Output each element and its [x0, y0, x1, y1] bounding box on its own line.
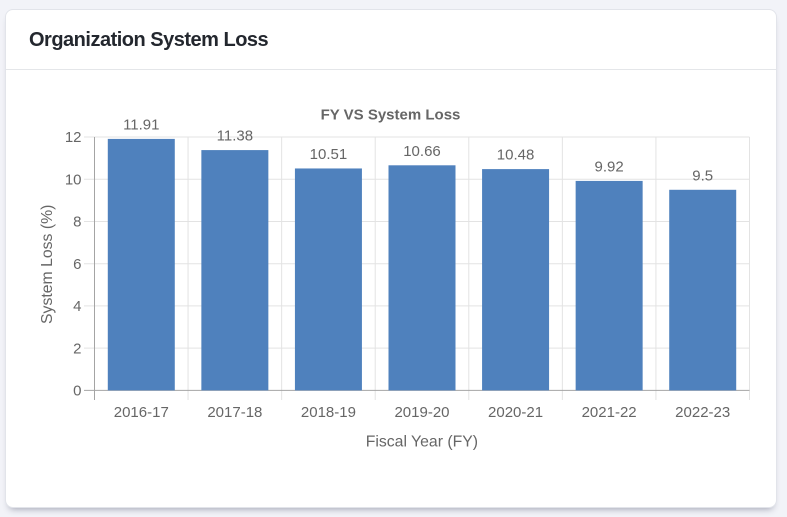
svg-text:12: 12 — [65, 129, 82, 146]
svg-text:10: 10 — [65, 171, 82, 188]
svg-text:6: 6 — [73, 256, 81, 273]
svg-text:10.51: 10.51 — [310, 146, 348, 163]
svg-text:9.92: 9.92 — [595, 159, 624, 176]
svg-text:9.5: 9.5 — [692, 167, 713, 184]
svg-text:2018-19: 2018-19 — [301, 404, 356, 421]
svg-text:2016-17: 2016-17 — [114, 404, 169, 421]
svg-text:4: 4 — [73, 298, 81, 315]
svg-text:2021-22: 2021-22 — [582, 404, 637, 421]
svg-text:Fiscal Year (FY): Fiscal Year (FY) — [366, 434, 478, 451]
svg-text:FY VS System Loss: FY VS System Loss — [321, 107, 461, 124]
svg-text:2019-20: 2019-20 — [394, 404, 449, 421]
svg-text:10.66: 10.66 — [403, 143, 441, 160]
svg-text:11.91: 11.91 — [123, 117, 159, 134]
svg-text:2017-18: 2017-18 — [207, 404, 262, 421]
svg-text:System Loss (%): System Loss (%) — [39, 205, 56, 324]
svg-text:8: 8 — [73, 214, 81, 231]
svg-text:2: 2 — [73, 340, 81, 357]
svg-text:10.48: 10.48 — [497, 147, 535, 164]
svg-text:11.38: 11.38 — [217, 128, 253, 145]
svg-text:0: 0 — [73, 383, 81, 400]
svg-text:2022-23: 2022-23 — [675, 404, 730, 421]
svg-text:2020-21: 2020-21 — [488, 404, 543, 421]
